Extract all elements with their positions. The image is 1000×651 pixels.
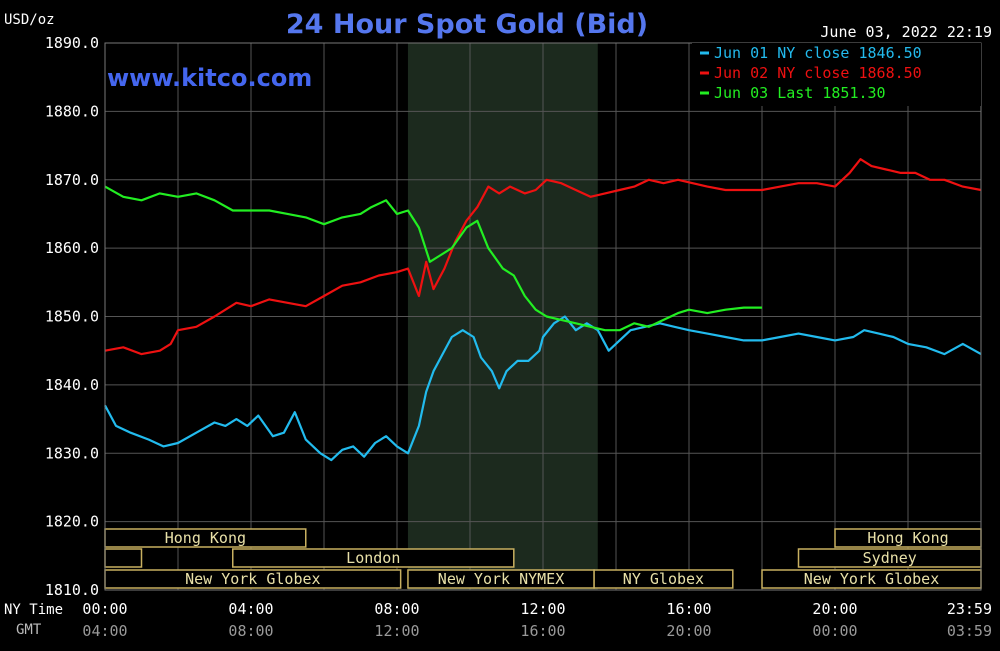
y-tick-label: 1820.0 [45, 513, 99, 531]
session-bar: NY Globex [593, 569, 734, 589]
x-tick-label-gmt: 12:00 [374, 622, 419, 640]
x-tick-label-ny: 12:00 [520, 600, 565, 618]
y-tick-label: 1840.0 [45, 376, 99, 394]
session-bar-label: New York Globex [185, 570, 320, 588]
session-bar: Hong Kong [104, 528, 307, 548]
x-tick-label-ny: 04:00 [228, 600, 273, 618]
session-bar-label: Hong Kong [165, 529, 246, 547]
y-tick-label: 1860.0 [45, 239, 99, 257]
session-bar-box [104, 548, 143, 568]
x-tick-label-gmt: 03:59 [947, 622, 992, 640]
legend-entry: Jun 01 NY close 1846.50 [714, 44, 922, 62]
x-tick-label-ny: 08:00 [374, 600, 419, 618]
session-bar-label: New York NYMEX [438, 570, 564, 588]
x-axis-ny-time-label: NY Time [4, 602, 63, 618]
x-axis-gmt-label: GMT [16, 622, 42, 638]
x-tick-label-gmt: 00:00 [812, 622, 857, 640]
session-bar-label: NY Globex [623, 570, 704, 588]
session-bar-box [232, 548, 515, 568]
legend-background [692, 43, 981, 106]
chart-timestamp: June 03, 2022 22:19 [820, 23, 992, 41]
chart-title: 24 Hour Spot Gold (Bid) [286, 9, 648, 40]
x-tick-label-gmt: 08:00 [228, 622, 273, 640]
watermark-kitco: www.kitco.com [107, 64, 312, 92]
legend-entry: Jun 02 NY close 1868.50 [714, 64, 922, 82]
session-bar-label: Sydney [863, 549, 917, 567]
x-tick-label-gmt: 04:00 [82, 622, 127, 640]
y-tick-label: 1810.0 [45, 581, 99, 599]
session-bar: London [232, 548, 515, 568]
x-tick-label-ny: 16:00 [666, 600, 711, 618]
series-line-1 [104, 158, 982, 356]
series-line-2 [104, 185, 762, 332]
x-tick-label-ny: 00:00 [82, 600, 127, 618]
legend: Jun 01 NY close 1846.50 Jun 02 NY close 1… [692, 43, 981, 106]
y-tick-label: 1880.0 [45, 102, 99, 120]
session-bar: Hong Kong [834, 528, 982, 548]
session-bar-box [593, 569, 734, 589]
session-bar-label: Hong Kong [867, 529, 948, 547]
x-tick-label-gmt: 16:00 [520, 622, 565, 640]
plot-frame [104, 42, 982, 591]
x-tick-label-gmt: 20:00 [666, 622, 711, 640]
y-axis-unit-label: USD/oz [4, 12, 55, 28]
x-tick-label-ny: 20:00 [812, 600, 857, 618]
session-bar-label: London [346, 549, 400, 567]
session-bar [104, 548, 143, 568]
y-tick-label: 1870.0 [45, 171, 99, 189]
x-tick-label-ny: 23:59 [947, 600, 992, 618]
series-line-0 [104, 315, 982, 462]
y-tick-label: 1890.0 [45, 34, 99, 52]
session-bar: New York Globex [104, 569, 402, 589]
session-bar: New York NYMEX [407, 569, 595, 589]
session-bar: Sydney [797, 548, 982, 568]
y-tick-label: 1830.0 [45, 444, 99, 462]
legend-entry: Jun 03 Last 1851.30 [714, 84, 886, 102]
session-bar: New York Globex [761, 569, 982, 589]
y-tick-label: 1850.0 [45, 308, 99, 326]
session-bar-label: New York Globex [804, 570, 939, 588]
